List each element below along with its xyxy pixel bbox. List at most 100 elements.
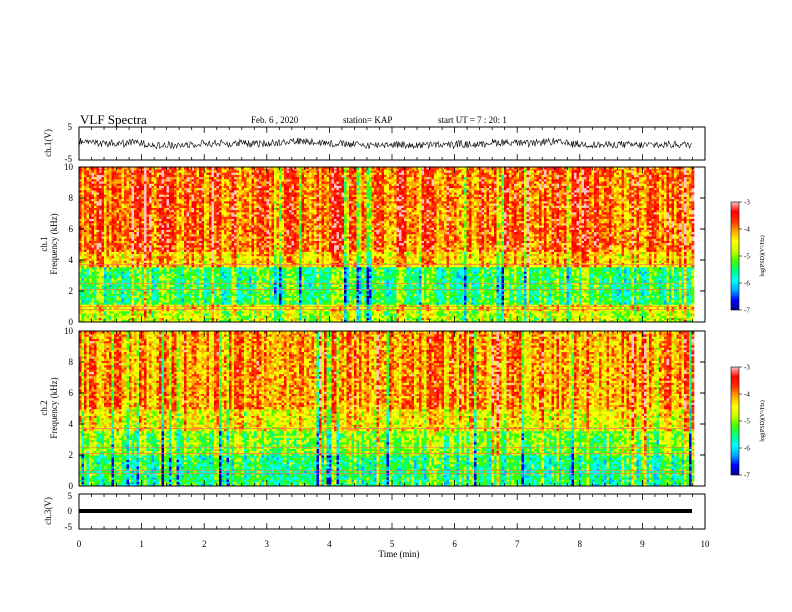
spectrogram-cell [179,214,182,217]
spectrogram-cell [204,249,207,252]
spectrogram-cell [119,205,122,208]
spectrogram-cell [137,183,140,186]
spectrogram-cell [142,285,145,288]
spectrogram-cell [122,208,125,211]
spectrogram-cell [124,311,127,314]
spectrogram-cell [144,183,147,186]
spectrogram-cell [167,287,170,290]
spectrogram-cell [192,247,195,250]
spectrogram-cell [192,296,195,299]
spectrogram-cell [127,183,130,186]
spectrogram-cell [182,192,185,195]
spectrogram-cell [164,258,167,261]
spectrogram-cell [169,186,172,189]
spectrogram-cell [177,172,180,175]
spectrogram-cell [162,236,165,239]
spectrogram-cell [164,285,167,288]
spectrogram-cell [144,247,147,250]
spectrogram-cell [167,203,170,206]
spectrogram-cell [89,287,92,290]
spectrogram-cell [127,223,130,226]
spectrogram-cell [144,300,147,303]
spectrogram-cell [104,241,107,244]
spectrogram-cell [232,315,235,318]
spectrogram-cell [217,181,220,184]
spectrogram-cell [157,254,160,256]
spectrogram-cell [199,197,202,200]
spectrogram-cell [152,170,155,173]
spectrogram-cell [214,194,217,197]
spectrogram-cell [129,309,132,312]
spectrogram-cell [204,247,207,250]
spectrogram-cell [147,186,150,189]
spectrogram-cell [94,252,97,255]
spectrogram-cell [157,269,160,272]
spectrogram-cell [192,225,195,228]
spectrogram-cell [197,190,200,193]
spectrogram-cell [112,201,115,204]
spectrogram-cell [149,199,152,202]
spectrogram-cell [82,179,85,182]
spectrogram-cell [209,285,212,288]
spectrogram-cell [109,230,112,233]
spectrogram-cell [112,221,115,224]
spectrogram-cell [127,241,130,244]
spectrogram-cell [92,236,95,239]
spectrogram-cell [87,183,90,186]
spectrogram-cell [94,245,97,248]
spectrogram-cell [124,216,127,219]
spectrogram-cell [164,223,167,226]
spectrogram-cell [194,177,197,180]
spectrogram-cell [159,208,162,211]
spectrogram-cell [97,256,100,259]
spectrogram-cell [147,302,150,305]
spectrogram-cell [172,219,175,222]
spectrogram-cell [127,307,130,310]
spectrogram-cell [204,307,207,310]
spectrogram-cell [202,188,205,191]
spectrogram-cell [177,192,180,195]
spectrogram-cell [109,254,112,256]
spectrogram-cell [199,232,202,235]
spectrogram-cell [139,232,142,235]
spectrogram-cell [182,214,185,217]
spectrogram-cell [182,197,185,200]
spectrogram-cell [162,249,165,252]
spectrogram-cell [137,278,140,281]
spectrogram-cell [187,285,190,288]
spectrogram-cell [134,278,137,281]
spectrogram-cell [154,265,157,268]
spectrogram-cell [197,296,200,299]
spectrogram-cell [182,258,185,261]
spectrogram-cell [144,199,147,202]
spectrogram-cell [157,247,160,250]
spectrogram-cell [194,197,197,200]
spectrogram-cell [84,291,87,294]
spectrogram-cell [129,307,132,310]
spectrogram-cell [154,177,157,180]
spectrogram-cell [107,278,110,281]
spectrogram-cell [204,238,207,241]
spectrogram-cell [147,230,150,233]
spectrogram-cell [117,179,120,182]
spectrogram-cell [154,230,157,233]
spectrogram-cell [164,311,167,314]
spectrogram-cell [192,311,195,314]
spectrogram-cell [179,249,182,252]
spectrogram-cell [102,307,105,310]
spectrogram-cell [162,287,165,290]
spectrogram-cell [224,223,227,226]
spectrogram-cell [142,216,145,219]
spectrogram-cell [199,181,202,184]
spectrogram-cell [114,203,117,206]
spectrogram-cell [152,183,155,186]
spectrogram-cell [107,238,110,241]
spectrogram-cell [139,212,142,215]
spectrogram-cell [139,307,142,310]
spectrogram-cell [219,216,222,219]
spectrogram-cell [129,223,132,226]
spectrogram-cell [172,227,175,230]
spectrogram-cell [137,247,140,250]
spectrogram-cell [214,203,217,206]
spectrogram-cell [227,216,230,219]
